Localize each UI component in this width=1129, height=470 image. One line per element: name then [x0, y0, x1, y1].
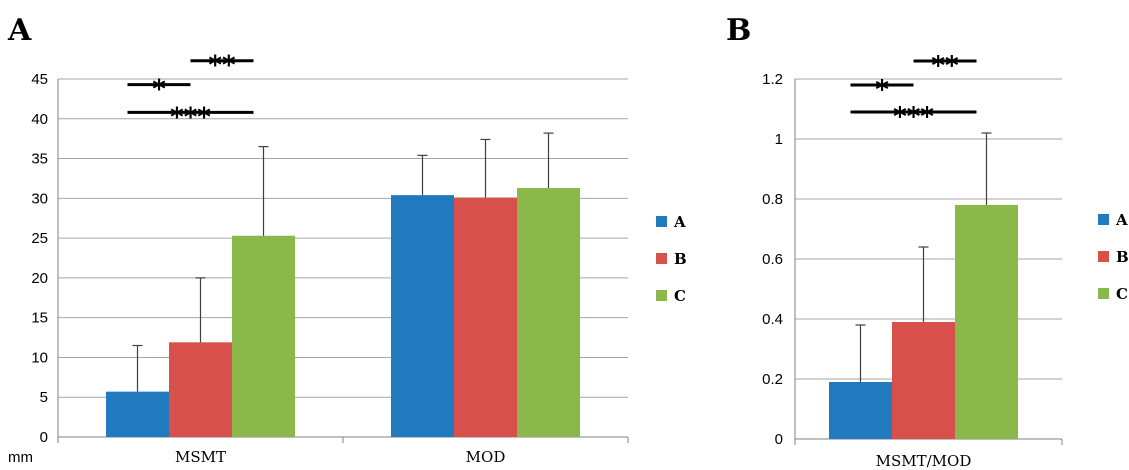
y-tick-label: 0.6	[762, 251, 783, 268]
legend-swatch-a	[1098, 214, 1109, 225]
significance-stars: **	[931, 51, 959, 81]
x-category-label: MSMT/MOD	[876, 452, 972, 470]
legend-label: B	[1116, 248, 1129, 266]
legend-label: A	[1115, 211, 1128, 229]
y-tick-label: 10	[31, 349, 48, 366]
legend-swatch-b	[656, 253, 667, 264]
significance-stars: ***	[170, 102, 211, 132]
bar-b-msmt	[169, 342, 232, 437]
y-tick-label: 45	[31, 71, 48, 88]
y-tick-label: 0	[40, 429, 48, 446]
y-tick-label: 30	[31, 190, 48, 207]
bar-b-msmt-mod	[892, 322, 955, 439]
x-category-label: MSMT	[175, 448, 226, 466]
significance-stars: *	[152, 75, 166, 105]
bar-c-msmt	[232, 235, 295, 437]
legend-swatch-b	[1098, 251, 1109, 262]
legend-label: C	[674, 287, 686, 305]
chart-panel-b: B 00.20.40.60.811.2 MSMT/MOD ****** ABC	[726, 13, 1129, 470]
bar-a-msmt-mod	[829, 382, 892, 439]
y-tick-label: 1.2	[762, 71, 783, 88]
y-tick-label: 15	[31, 310, 48, 327]
y-tick-label: 0.8	[762, 191, 783, 208]
significance-stars: ***	[893, 102, 934, 132]
bar-a-mod	[391, 195, 454, 437]
legend-swatch-c	[1098, 288, 1109, 299]
bar-c-mod	[517, 187, 580, 437]
y-tick-label: 5	[40, 389, 48, 406]
y-tick-label: 20	[31, 270, 48, 287]
significance-stars: *	[875, 75, 889, 105]
y-tick-label: 25	[31, 230, 48, 247]
bar-b-mod	[454, 197, 517, 437]
panel-letter-a: A	[7, 13, 32, 48]
y-tick-label: 0	[775, 431, 783, 448]
legend-label: A	[673, 213, 686, 231]
significance-stars: **	[208, 51, 236, 81]
legend-swatch-a	[656, 216, 667, 227]
legend-swatch-c	[656, 290, 667, 301]
legend-label: C	[1116, 285, 1128, 303]
y-tick-label: 1	[775, 131, 783, 148]
y-tick-label: 35	[31, 151, 48, 168]
panel-letter-b: B	[726, 13, 751, 48]
y-tick-label: 40	[31, 111, 48, 128]
bar-c-msmt-mod	[955, 205, 1018, 439]
y-tick-label: 0.4	[762, 311, 783, 328]
legend-label: B	[674, 250, 687, 268]
x-category-label: MOD	[466, 448, 506, 466]
y-tick-label: 0.2	[762, 371, 783, 388]
y-axis-unit-label: mm	[8, 449, 33, 466]
bar-a-msmt	[106, 391, 169, 437]
